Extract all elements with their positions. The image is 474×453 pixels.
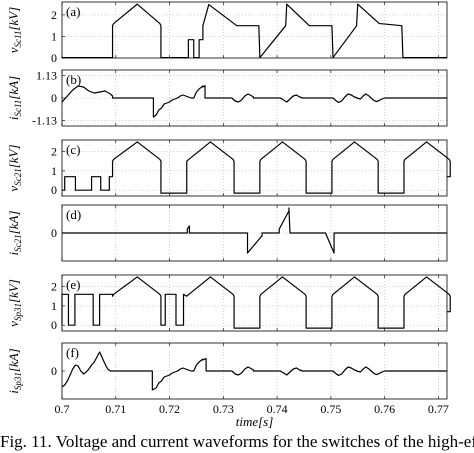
panel-label: (b)	[66, 72, 81, 87]
waveform-line	[62, 3, 447, 59]
x-tick-label: 0.77	[428, 402, 449, 416]
y-tick-label: 2	[51, 280, 57, 294]
waveform-line	[61, 276, 451, 329]
panel-frame	[61, 139, 448, 197]
y-tick-label: 0	[51, 318, 57, 332]
y-axis-label: vSc21[kV]	[6, 144, 23, 191]
panel-label: (c)	[66, 142, 80, 157]
waveform-line	[61, 351, 447, 391]
y-axis-label: iSp31[kA]	[6, 348, 23, 393]
y-tick-label: 2	[51, 8, 57, 22]
y-axis-label: vSp31[kV]	[6, 279, 23, 327]
x-tick-label: 0.76	[374, 402, 395, 416]
x-axis-label: time[s]	[236, 414, 274, 429]
y-tick-label: 1	[51, 29, 57, 43]
y-tick-label: 0	[51, 364, 57, 378]
waveform-line	[62, 141, 451, 194]
y-axis-label: iSc21[kA]	[6, 211, 23, 256]
panel-label: (a)	[66, 4, 80, 19]
x-tick-label: 0.7	[55, 402, 70, 416]
x-tick-label: 0.71	[105, 402, 126, 416]
y-tick-label: 0	[51, 91, 57, 105]
waveform-line	[62, 207, 447, 254]
y-axis-label: vSc11[kV]	[6, 7, 23, 53]
y-tick-label: 1	[51, 164, 57, 178]
x-tick-label: 0.72	[159, 402, 180, 416]
panel-label: (f)	[66, 345, 79, 360]
figure-caption: Fig. 11. Voltage and current waveforms f…	[0, 432, 474, 451]
panel-frame	[61, 274, 448, 332]
y-axis-label: iSc11[kA]	[6, 76, 23, 120]
x-tick-label: 0.74	[267, 402, 288, 416]
panel-label: (d)	[66, 207, 81, 222]
y-tick-label: 1.13	[36, 68, 57, 82]
y-tick-label: 0	[51, 51, 57, 65]
panel-label: (e)	[66, 277, 80, 292]
waveform-line	[61, 85, 447, 118]
y-tick-label: 2	[51, 145, 57, 159]
panel-frame	[61, 1, 448, 59]
y-tick-label: 0	[51, 183, 57, 197]
y-tick-label: -1.13	[32, 114, 57, 128]
x-tick-label: 0.73	[213, 402, 234, 416]
y-tick-label: 1	[51, 299, 57, 313]
x-tick-label: 0.75	[320, 402, 341, 416]
y-tick-label: 0	[51, 226, 57, 240]
